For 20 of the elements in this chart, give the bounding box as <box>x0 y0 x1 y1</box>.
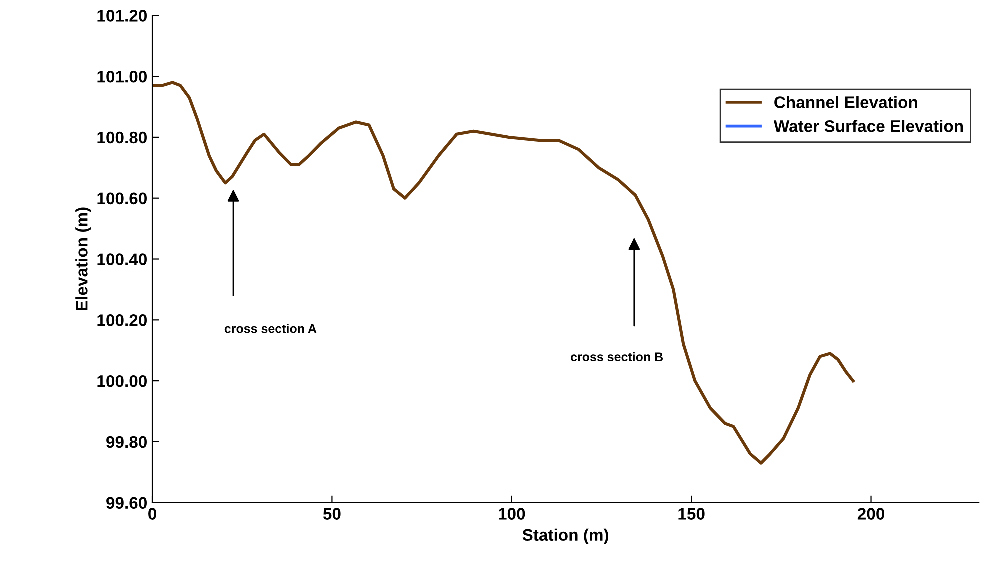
x-tick-label: 100 <box>499 508 526 520</box>
x-tick-label: 150 <box>678 508 705 520</box>
y-tick-label: 101.00 <box>98 70 147 83</box>
y-tick-label: 99.60 <box>106 497 147 510</box>
annotation: cross section A <box>224 324 317 334</box>
x-tick-label: 50 <box>323 508 341 520</box>
y-tick-label: 100.80 <box>98 132 147 144</box>
annotation: cross section B <box>570 352 664 362</box>
y-axis-title: Elevation (m) <box>76 208 92 310</box>
x-tick-label: 0 <box>148 508 156 520</box>
y-tick-label: 100.00 <box>98 375 147 388</box>
y-tick-label: 101.20 <box>98 10 147 22</box>
legend-label: Channel Elevation <box>774 96 918 108</box>
y-tick-label: 100.40 <box>98 254 147 266</box>
y-tick-label: 100.60 <box>98 192 147 205</box>
legend-label: Water Surface Elevation <box>774 120 964 132</box>
x-axis-title: Station (m) <box>522 528 608 544</box>
x-tick-label: 200 <box>858 508 884 520</box>
y-tick-label: 100.20 <box>98 314 147 326</box>
y-tick-label: 99.80 <box>106 436 147 448</box>
